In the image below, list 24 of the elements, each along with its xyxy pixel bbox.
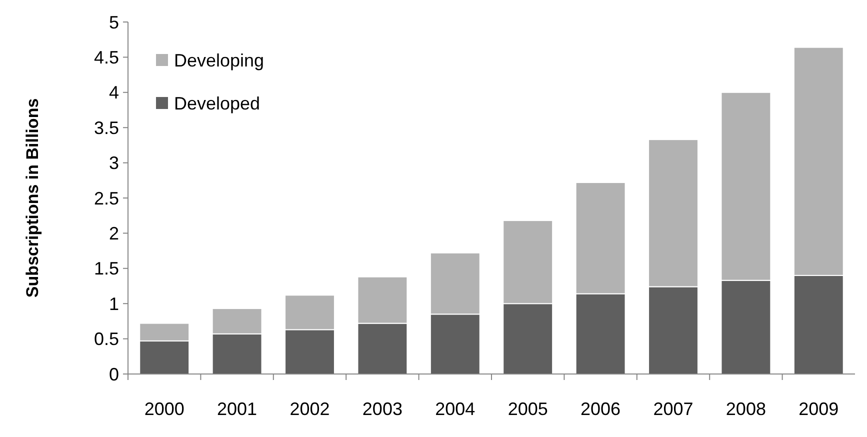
x-tick-label: 2006 [580, 399, 621, 419]
y-tick-label: 0.5 [94, 329, 119, 350]
x-tick-label: 2009 [798, 399, 839, 419]
y-tick-label: 4 [108, 82, 119, 103]
x-tick-label: 2000 [144, 399, 184, 419]
x-tick-label: 2005 [508, 399, 548, 419]
y-tick-label: 0 [108, 364, 119, 384]
y-tick-label: 5 [108, 12, 119, 32]
legend-label: Developed [174, 93, 260, 114]
x-tick-label: 2003 [362, 399, 402, 419]
y-tick-label: 2.5 [94, 188, 119, 208]
x-tick-label: 2007 [653, 399, 694, 419]
y-tick-label: 1.5 [94, 258, 119, 279]
x-tick-label: 2001 [217, 399, 258, 419]
legend-label: Developing [174, 50, 264, 70]
y-tick-label: 1 [108, 294, 119, 314]
y-tick-label: 3.5 [94, 118, 119, 138]
x-tick-label: 2004 [435, 399, 476, 419]
x-tick-label: 2008 [726, 399, 766, 419]
x-tick-label: 2002 [290, 399, 330, 419]
y-tick-label: 2 [108, 224, 119, 244]
y-axis-title: Subscriptions in Billions [23, 98, 42, 298]
y-tick-label: 4.5 [94, 48, 119, 68]
y-tick-label: 3 [108, 153, 119, 174]
